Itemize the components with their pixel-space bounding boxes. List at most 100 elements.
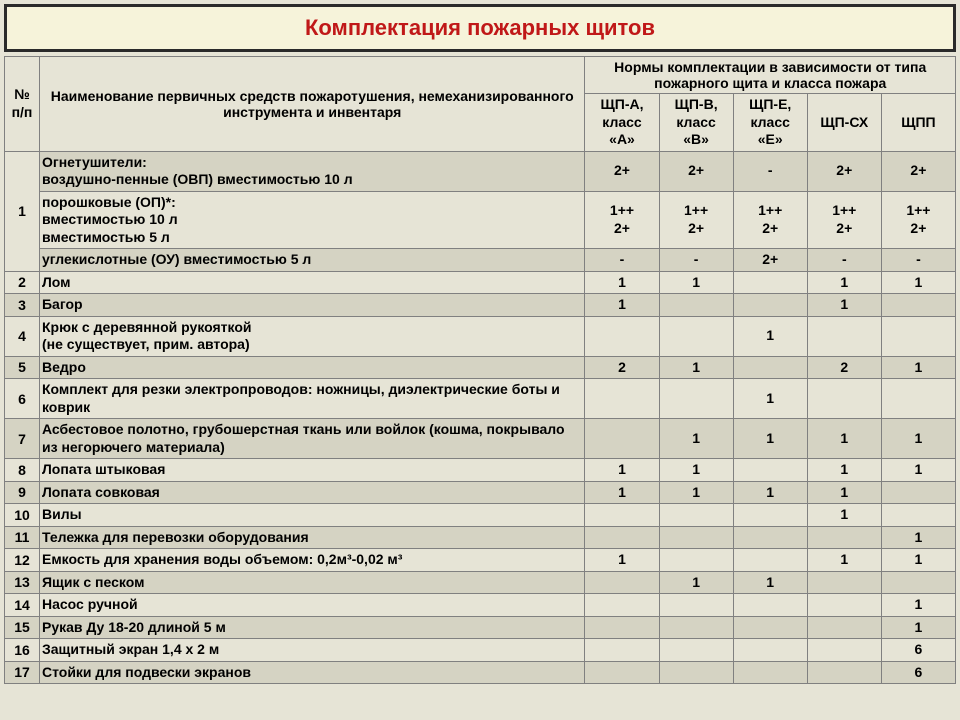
table-row: 16Защитный экран 1,4 х 2 м 6 <box>5 639 956 662</box>
row-value <box>881 316 955 356</box>
table-row: 3Багор11 <box>5 294 956 317</box>
row-value <box>659 379 733 419</box>
title-bar: Комплектация пожарных щитов <box>4 4 956 52</box>
row-value: - <box>659 249 733 272</box>
table-row: порошковые (ОП)*: вместимостью 10 л вмес… <box>5 191 956 249</box>
row-number: 16 <box>5 639 40 662</box>
row-value: 6 <box>881 661 955 684</box>
row-value <box>733 504 807 527</box>
row-name: Стойки для подвески экранов <box>39 661 584 684</box>
row-number: 14 <box>5 594 40 617</box>
row-value <box>659 316 733 356</box>
row-value: 1 <box>585 271 659 294</box>
row-value: 1 <box>881 271 955 294</box>
row-value: 2+ <box>881 151 955 191</box>
row-value <box>659 616 733 639</box>
row-value: 1 <box>881 419 955 459</box>
table-row: 9Лопата совковая1111 <box>5 481 956 504</box>
row-value: 1 <box>659 271 733 294</box>
row-value <box>881 571 955 594</box>
row-value <box>807 661 881 684</box>
th-col-pp: ЩПП <box>881 94 955 152</box>
row-value: 2 <box>807 356 881 379</box>
row-name: Защитный экран 1,4 х 2 м <box>39 639 584 662</box>
row-name: Комплект для резки электропроводов: ножн… <box>39 379 584 419</box>
row-value: 1 <box>807 504 881 527</box>
row-value <box>807 571 881 594</box>
table-row: 7Асбестовое полотно, грубошерстная ткань… <box>5 419 956 459</box>
row-number: 5 <box>5 356 40 379</box>
row-value: 6 <box>881 639 955 662</box>
equipment-table: № п/п Наименование первичных средств пож… <box>4 56 956 684</box>
row-name: Багор <box>39 294 584 317</box>
row-value <box>585 661 659 684</box>
row-number: 17 <box>5 661 40 684</box>
row-value: 2+ <box>659 151 733 191</box>
row-value: 1 <box>881 356 955 379</box>
row-value: 1 <box>807 294 881 317</box>
table-row: 15Рукав Ду 18-20 длиной 5 м1 <box>5 616 956 639</box>
row-value <box>585 419 659 459</box>
row-value: 1 <box>659 419 733 459</box>
row-value: 1 <box>659 571 733 594</box>
row-value <box>733 356 807 379</box>
page-title: Комплектация пожарных щитов <box>7 15 953 41</box>
row-value: 1 <box>585 459 659 482</box>
row-value <box>807 639 881 662</box>
row-value <box>807 526 881 549</box>
row-value: 1++ 2+ <box>881 191 955 249</box>
row-number: 11 <box>5 526 40 549</box>
row-value <box>659 294 733 317</box>
row-number: 12 <box>5 549 40 572</box>
row-value <box>733 616 807 639</box>
row-value: 1 <box>881 594 955 617</box>
row-number: 13 <box>5 571 40 594</box>
row-value <box>585 639 659 662</box>
row-name: углекислотные (ОУ) вместимостью 5 л <box>39 249 584 272</box>
row-name: Крюк с деревянной рукояткой (не существу… <box>39 316 584 356</box>
row-value <box>733 549 807 572</box>
table-row: 17Стойки для подвески экранов 6 <box>5 661 956 684</box>
row-value: - <box>807 249 881 272</box>
row-value <box>807 616 881 639</box>
row-value <box>659 661 733 684</box>
row-name: Тележка для перевозки оборудования <box>39 526 584 549</box>
row-name: Асбестовое полотно, грубошерстная ткань … <box>39 419 584 459</box>
row-number: 6 <box>5 379 40 419</box>
table-row: 2Лом1111 <box>5 271 956 294</box>
table-head: № п/п Наименование первичных средств пож… <box>5 57 956 152</box>
th-num: № п/п <box>5 57 40 152</box>
row-number: 15 <box>5 616 40 639</box>
row-value <box>659 639 733 662</box>
row-name: Лом <box>39 271 584 294</box>
row-name: Вилы <box>39 504 584 527</box>
row-value <box>659 549 733 572</box>
row-value: 1 <box>733 571 807 594</box>
th-col-a: ЩП-А, класс «А» <box>585 94 659 152</box>
row-name: порошковые (ОП)*: вместимостью 10 л вмес… <box>39 191 584 249</box>
th-col-sh: ЩП-СХ <box>807 94 881 152</box>
row-value <box>659 594 733 617</box>
row-value: - <box>881 249 955 272</box>
row-value: 1 <box>881 526 955 549</box>
table-row: углекислотные (ОУ) вместимостью 5 л--2+-… <box>5 249 956 272</box>
row-value: 1++ 2+ <box>659 191 733 249</box>
row-value: 1++ 2+ <box>733 191 807 249</box>
row-number: 3 <box>5 294 40 317</box>
row-value: 1 <box>807 549 881 572</box>
row-value <box>585 594 659 617</box>
row-value <box>733 459 807 482</box>
row-name: Емкость для хранения воды объемом: 0,2м³… <box>39 549 584 572</box>
table-row: 5Ведро2121 <box>5 356 956 379</box>
row-value: - <box>733 151 807 191</box>
row-name: Ящик с песком <box>39 571 584 594</box>
table-row: 1Огнетушители: воздушно-пенные (ОВП) вме… <box>5 151 956 191</box>
row-name: Насос ручной <box>39 594 584 617</box>
row-value: 1 <box>733 316 807 356</box>
row-value <box>881 504 955 527</box>
row-number: 9 <box>5 481 40 504</box>
row-value: 1 <box>807 481 881 504</box>
row-value: 1 <box>585 481 659 504</box>
row-value <box>733 594 807 617</box>
row-value <box>585 316 659 356</box>
